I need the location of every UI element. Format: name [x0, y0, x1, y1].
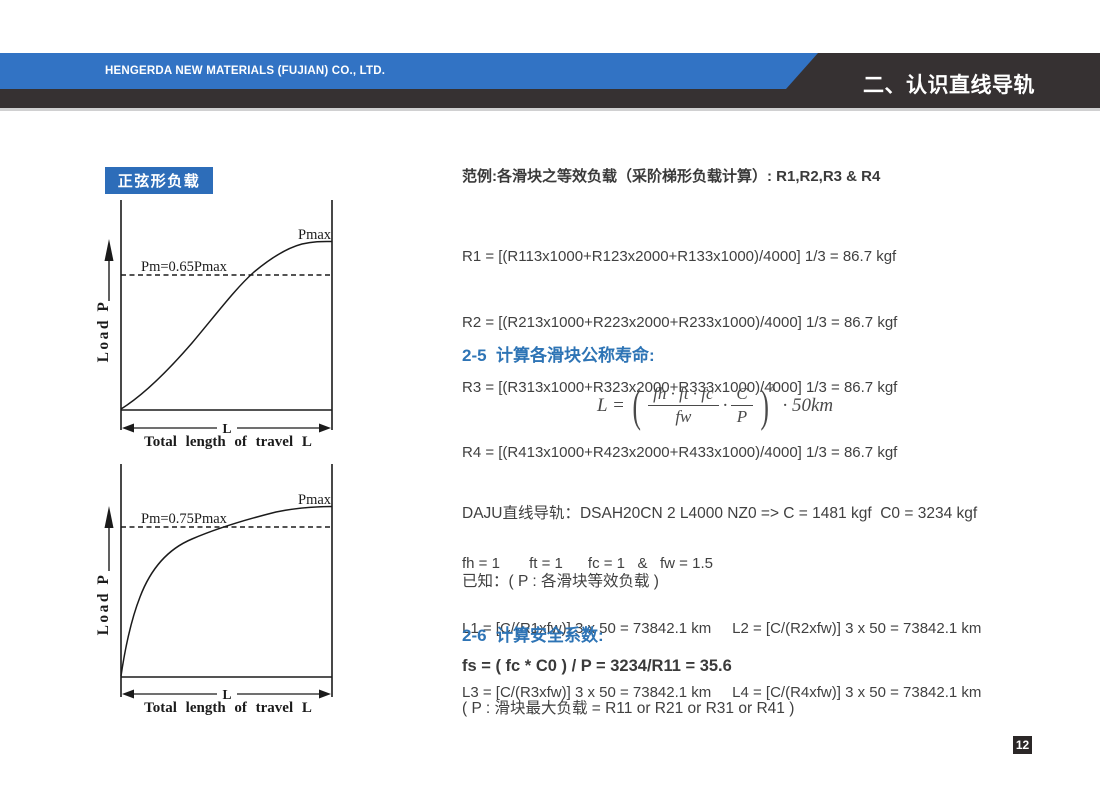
formula-close-paren: )	[760, 380, 769, 432]
formula-denominator: fw	[675, 407, 692, 427]
calc-line: L3 = [C/(R3xfw)] 3 x 50 = 73842.1 km L4 …	[462, 684, 982, 701]
formula-numerator: C	[731, 384, 753, 407]
pm-label: Pm=0.65Pmax	[141, 259, 228, 275]
load-curve	[120, 505, 333, 677]
pmax-label: Pmax	[298, 227, 332, 243]
calc-line: L1 = [C/(R1xfw)] 3 x 50 = 73842.1 km L2 …	[462, 619, 982, 637]
formula-numerator: fh · ft · fc	[648, 384, 719, 407]
up-arrow-icon	[104, 239, 114, 261]
company-name: HENGERDA NEW MATERIALS (FUJIAN) CO., LTD…	[105, 65, 386, 77]
formula-open-paren: (	[632, 380, 641, 432]
formula-suffix: · 50km	[782, 394, 834, 416]
spec-line: 已知：( P : 各滑块等效负载 )	[462, 572, 659, 590]
safety-factor-result: fs = ( fc * C0 ) / P = 3234/R11 = 35.6	[462, 657, 732, 675]
graph-sinusoidal-load: Load P Pm=0.65Pmax Pmax L Total length o…	[95, 200, 333, 450]
life-formula: L = ( fh · ft · fc fw · C P ) 3 · 50km	[597, 380, 834, 432]
guide-spec-lines: DAJU直线导轨：DSAH20CN 2 L4000 NZ0 => C = 148…	[462, 458, 977, 638]
equation-line: R3 = [(R313x1000+R323x2000+R333x1000)/40…	[462, 378, 898, 396]
graph-saturating-load: Load P Pm=0.75Pmax Pmax L Total length o…	[95, 464, 333, 716]
company-banner: HENGERDA NEW MATERIALS (FUJIAN) CO., LTD…	[0, 53, 818, 89]
formula-exponent: 3	[769, 382, 775, 395]
formula-lhs: L =	[597, 394, 625, 416]
example-equations: R1 = [(R113x1000+R123x2000+R133x1000)/40…	[462, 203, 897, 507]
x-axis-label: Total length of travel L	[144, 700, 312, 716]
equation-line: R4 = [(R413x1000+R423x2000+R433x1000)/40…	[462, 443, 898, 461]
section-2-6-heading: 2-6 计算安全系数:	[462, 626, 604, 645]
y-axis-label: Load P	[95, 300, 112, 363]
pmax-label: Pmax	[298, 492, 332, 508]
length-arrow-right-icon	[319, 423, 331, 433]
equation-line: R2 = [(R213x1000+R223x2000+R233x1000)/40…	[462, 313, 898, 331]
length-arrow-left-icon	[122, 423, 134, 433]
equation-line: R1 = [(R113x1000+R123x2000+R133x1000)/40…	[462, 248, 897, 266]
length-arrow-right-icon	[319, 689, 331, 699]
formula-denominator: P	[736, 407, 748, 427]
formula-dot: ·	[722, 394, 728, 416]
x-axis-label: Total length of travel L	[144, 434, 312, 450]
life-calculation-lines: fh = 1 ft = 1 fc = 1 & fw = 1.5 L1 = [C/…	[462, 510, 981, 747]
length-arrow-label: L	[222, 687, 231, 702]
header-band: HENGERDA NEW MATERIALS (FUJIAN) CO., LTD…	[0, 53, 1100, 108]
section-title: 二、认识直线导轨	[863, 74, 1035, 97]
page-number: 12	[1013, 736, 1032, 754]
load-curve	[120, 240, 333, 410]
formula-close-group: ) 3	[757, 380, 774, 432]
load-type-badge: 正弦形负载	[105, 167, 213, 194]
pm-label: Pm=0.75Pmax	[141, 511, 228, 527]
length-arrow-label: L	[222, 421, 231, 436]
calc-line: fh = 1 ft = 1 fc = 1 & fw = 1.5	[462, 555, 713, 572]
spec-line: DAJU直线导轨：DSAH20CN 2 L4000 NZ0 => C = 148…	[462, 505, 978, 522]
section-2-5-heading: 2-5 计算各滑块公称寿命:	[462, 346, 655, 365]
formula-fraction-cp: C P	[731, 384, 753, 428]
example-heading: 范例:各滑块之等效负载（采阶梯形负载计算）: R1,R2,R3 & R4	[462, 168, 881, 185]
y-axis-label: Load P	[95, 573, 112, 636]
safety-factor-note: ( P : 滑块最大负载 = R11 or R21 or R31 or R41 …	[462, 700, 795, 717]
header-underline	[0, 108, 1100, 111]
up-arrow-icon	[104, 506, 114, 528]
formula-fraction-factors: fh · ft · fc fw	[648, 384, 719, 428]
length-arrow-left-icon	[122, 689, 134, 699]
